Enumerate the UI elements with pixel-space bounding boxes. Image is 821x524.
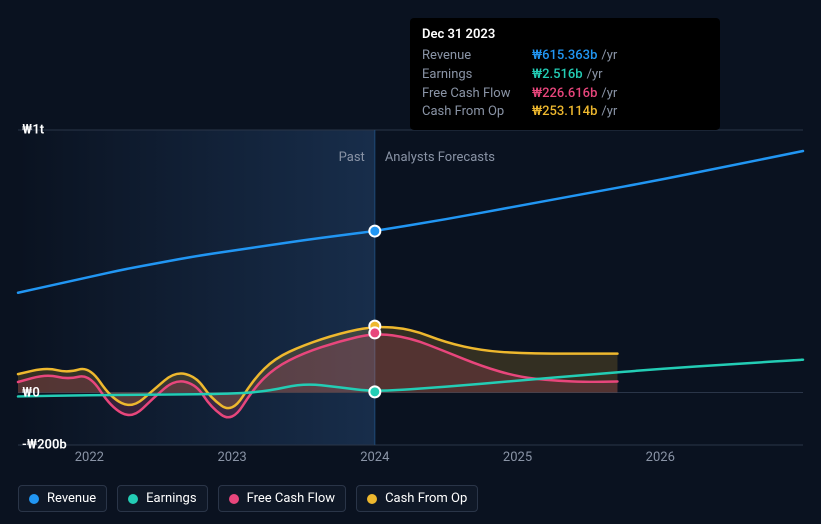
- legend-swatch: [229, 494, 239, 504]
- tooltip-value: ₩226.616b: [532, 85, 597, 104]
- x-axis-label: 2025: [503, 450, 532, 465]
- tooltip-date: Dec 31 2023: [422, 26, 708, 45]
- legend-item-cash_from_op[interactable]: Cash From Op: [356, 485, 478, 512]
- legend-label: Earnings: [146, 491, 196, 506]
- x-axis-label: 2026: [646, 450, 675, 465]
- financials-chart: Dec 31 2023 Revenue₩615.363b/yrEarnings₩…: [0, 0, 821, 524]
- chart-legend: Revenue Earnings Free Cash Flow Cash From O…: [18, 485, 478, 512]
- tooltip-unit: /yr: [587, 66, 603, 85]
- x-axis-label: 2023: [217, 450, 246, 465]
- tooltip-value: ₩615.363b: [532, 47, 597, 66]
- legend-item-revenue[interactable]: Revenue: [18, 485, 107, 512]
- forecast-section-label: Analysts Forecasts: [385, 150, 495, 165]
- legend-item-free_cash_flow[interactable]: Free Cash Flow: [218, 485, 346, 512]
- legend-swatch: [128, 494, 138, 504]
- x-axis-label: 2024: [360, 450, 389, 465]
- y-axis-label: ₩0: [22, 385, 40, 400]
- legend-item-earnings[interactable]: Earnings: [117, 485, 207, 512]
- y-axis-label: -₩200b: [22, 438, 67, 453]
- legend-swatch: [367, 494, 377, 504]
- legend-label: Revenue: [47, 491, 96, 506]
- legend-swatch: [29, 494, 39, 504]
- x-axis-label: 2022: [75, 450, 104, 465]
- legend-label: Free Cash Flow: [247, 491, 335, 506]
- earnings-marker: [369, 386, 380, 397]
- tooltip-label: Free Cash Flow: [422, 85, 532, 104]
- legend-label: Cash From Op: [385, 491, 467, 506]
- y-axis-label: ₩1t: [22, 123, 44, 138]
- tooltip-value: ₩253.114b: [532, 103, 597, 122]
- tooltip-row-cash_from_op: Cash From Op₩253.114b/yr: [422, 103, 708, 122]
- past-section-label: Past: [325, 150, 365, 165]
- tooltip-label: Revenue: [422, 47, 532, 66]
- chart-tooltip: Dec 31 2023 Revenue₩615.363b/yrEarnings₩…: [410, 18, 720, 130]
- tooltip-row-free_cash_flow: Free Cash Flow₩226.616b/yr: [422, 85, 708, 104]
- tooltip-label: Cash From Op: [422, 103, 532, 122]
- tooltip-value: ₩2.516b: [532, 66, 583, 85]
- revenue-marker: [369, 226, 380, 237]
- tooltip-row-earnings: Earnings₩2.516b/yr: [422, 66, 708, 85]
- tooltip-unit: /yr: [601, 103, 617, 122]
- tooltip-label: Earnings: [422, 66, 532, 85]
- free_cash_flow-marker: [369, 327, 380, 338]
- tooltip-unit: /yr: [601, 85, 617, 104]
- tooltip-row-revenue: Revenue₩615.363b/yr: [422, 47, 708, 66]
- tooltip-unit: /yr: [601, 47, 617, 66]
